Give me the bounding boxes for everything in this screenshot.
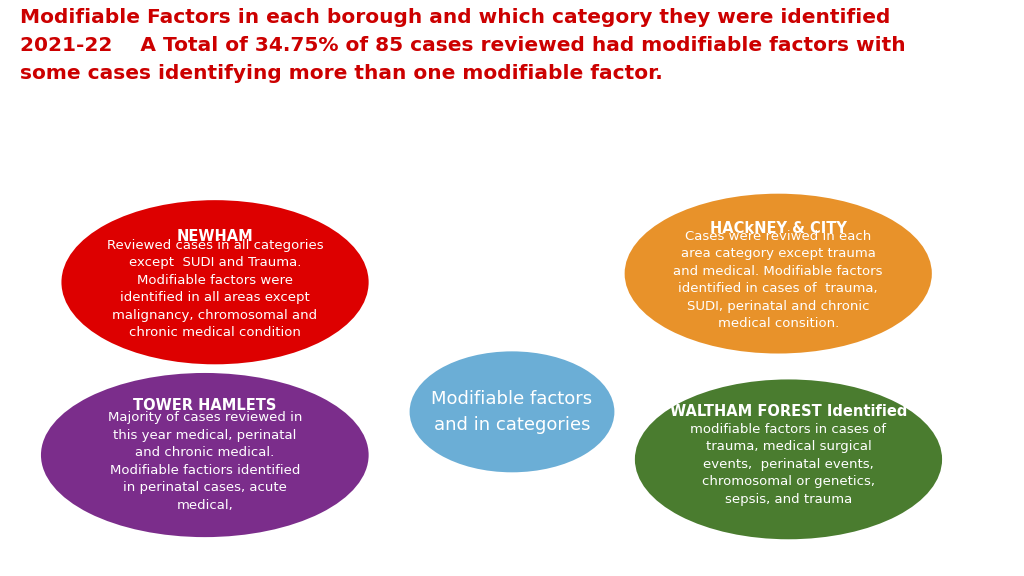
- Text: Reviewed cases in all categories
except  SUDI and Trauma.
Modifiable factors wer: Reviewed cases in all categories except …: [106, 238, 324, 339]
- Text: TOWER HAMLETS: TOWER HAMLETS: [133, 398, 276, 414]
- Text: HACkNEY & CITY: HACkNEY & CITY: [710, 221, 847, 236]
- Ellipse shape: [625, 194, 932, 354]
- Ellipse shape: [61, 200, 369, 364]
- Text: WALTHAM FOREST Identified: WALTHAM FOREST Identified: [670, 404, 907, 419]
- Ellipse shape: [410, 351, 614, 472]
- Ellipse shape: [41, 373, 369, 537]
- Text: modifiable factors in cases of
trauma, medical surgical
events,  perinatal event: modifiable factors in cases of trauma, m…: [690, 423, 887, 506]
- Text: Modifiable Factors in each borough and which category they were identified
2021-: Modifiable Factors in each borough and w…: [20, 8, 906, 83]
- Text: NEWHAM: NEWHAM: [177, 229, 253, 244]
- Text: Cases were reviwed in each
area category except trauma
and medical. Modifiable f: Cases were reviwed in each area category…: [674, 230, 883, 330]
- Ellipse shape: [635, 380, 942, 539]
- Text: Modifiable factors
and in categories: Modifiable factors and in categories: [431, 389, 593, 434]
- Text: Majority of cases reviewed in
this year medical, perinatal
and chronic medical.
: Majority of cases reviewed in this year …: [108, 411, 302, 512]
